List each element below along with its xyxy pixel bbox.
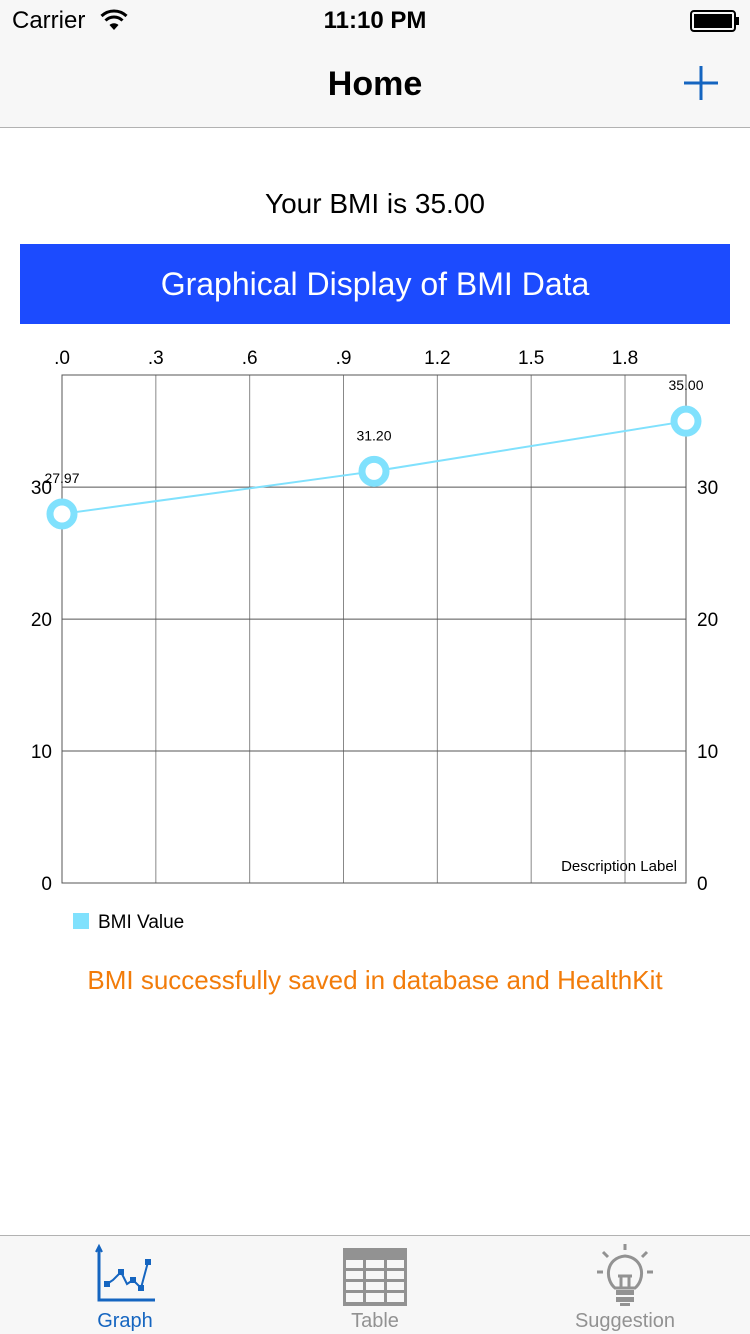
data-value-label: 31.20 (356, 427, 391, 443)
y-tick-label-left: 30 (31, 478, 52, 499)
y-tick-label-right: 30 (697, 478, 718, 499)
save-status-message: BMI successfully saved in database and H… (87, 965, 663, 995)
data-point (46, 498, 78, 530)
tab-table[interactable]: Table (250, 1236, 500, 1334)
y-tick-label-left: 0 (41, 874, 52, 895)
y-tick-label-left: 10 (31, 742, 52, 763)
tab-suggestion[interactable]: Suggestion (500, 1236, 750, 1334)
tab-bar: Graph Table (0, 1235, 750, 1334)
x-tick-label: .3 (148, 348, 164, 369)
navigation-bar: Home (0, 40, 750, 128)
status-bar: Carrier 11:10 PM (0, 0, 750, 40)
table-icon (343, 1248, 407, 1306)
carrier-label: Carrier (12, 7, 86, 34)
tab-suggestion-label: Suggestion (574, 1310, 676, 1332)
graph-icon (95, 1243, 155, 1302)
page-title: Home (327, 65, 423, 103)
data-point (358, 455, 390, 487)
x-tick-label: 1.8 (612, 348, 638, 369)
x-tick-label: .9 (336, 348, 352, 369)
tab-graph-label: Graph (97, 1310, 153, 1332)
x-tick-label: .0 (54, 348, 70, 369)
bmi-line-chart: .0 .3 .6 .9 1.2 1.5 1.8 0 0 10 10 20 20 30 30 27.97 31… (31, 348, 718, 933)
wifi-icon (100, 9, 128, 30)
data-point (670, 405, 702, 437)
data-value-label: 35.00 (668, 377, 703, 393)
y-tick-label-left: 20 (31, 610, 52, 631)
lightbulb-icon (597, 1244, 653, 1306)
chart-header: Graphical Display of BMI Data (20, 244, 730, 324)
add-button[interactable] (676, 58, 726, 108)
battery-icon (690, 10, 739, 32)
tab-table-label: Table (351, 1310, 399, 1332)
plot-frame (61, 374, 687, 884)
y-tick-label-right: 10 (697, 742, 718, 763)
x-tick-label: .6 (242, 348, 258, 369)
legend-swatch (73, 913, 89, 929)
clock: 11:10 PM (323, 7, 427, 34)
legend-label: BMI Value (98, 912, 184, 933)
x-tick-label: 1.5 (518, 348, 544, 369)
x-tick-label: 1.2 (424, 348, 450, 369)
y-tick-label-right: 20 (697, 610, 718, 631)
y-tick-label-right: 0 (697, 874, 708, 895)
bmi-result-label: Your BMI is 35.00 (265, 188, 485, 219)
tab-graph[interactable]: Graph (0, 1236, 250, 1334)
description-label: Description Label (561, 858, 677, 875)
data-value-label: 27.97 (44, 470, 79, 486)
